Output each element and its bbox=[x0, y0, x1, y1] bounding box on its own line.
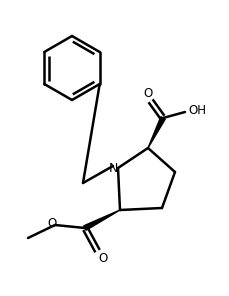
Text: O: O bbox=[98, 252, 107, 265]
Text: O: O bbox=[47, 216, 56, 229]
Polygon shape bbox=[147, 117, 164, 148]
Text: N: N bbox=[108, 162, 117, 175]
Polygon shape bbox=[84, 210, 120, 230]
Text: OH: OH bbox=[187, 104, 205, 117]
Text: O: O bbox=[143, 86, 152, 99]
